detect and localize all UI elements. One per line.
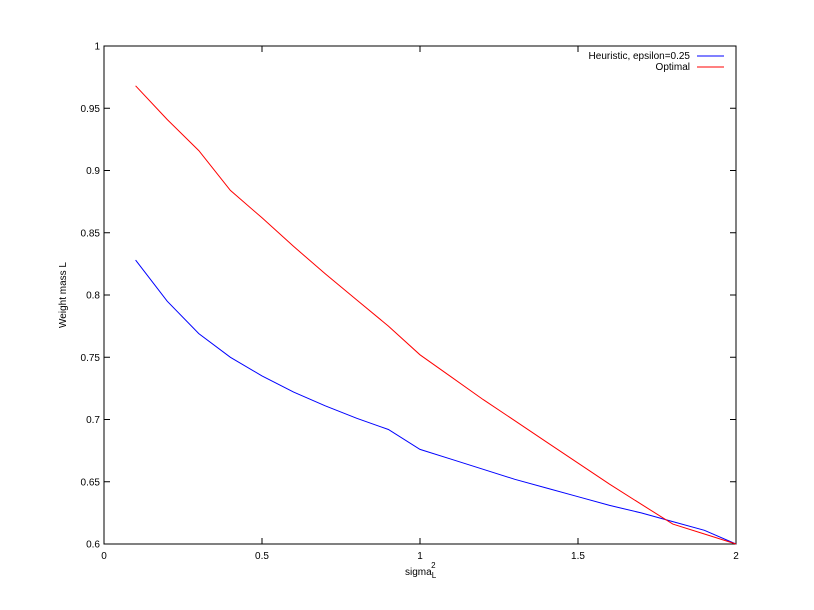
y-tick-label: 0.75 bbox=[81, 353, 101, 364]
y-tick-label: 0.8 bbox=[86, 291, 100, 302]
x-axis: 0 0.5 1 1.5 2 bbox=[101, 46, 739, 562]
x-tick-label: 0 bbox=[101, 551, 107, 562]
y-axis: 0.6 0.65 0.7 0.75 0.8 0.85 0.9 0.95 1 bbox=[81, 42, 736, 551]
x-axis-label-main: sigma bbox=[405, 567, 432, 578]
series-layer bbox=[135, 85, 737, 545]
plot-frame bbox=[103, 45, 737, 545]
x-tick-label: 2 bbox=[733, 551, 739, 562]
legend-label-0: Heuristic, epsilon=0.25 bbox=[589, 51, 691, 62]
x-tick-label: 1.5 bbox=[571, 551, 585, 562]
y-tick-label: 0.85 bbox=[81, 228, 101, 239]
y-tick-label: 1 bbox=[94, 42, 100, 53]
series-line-0 bbox=[135, 259, 737, 545]
y-tick-label: 0.9 bbox=[86, 166, 100, 177]
y-tick-label: 0.7 bbox=[86, 415, 100, 426]
series-line-1 bbox=[135, 85, 737, 545]
legend: Heuristic, epsilon=0.25 Optimal bbox=[589, 51, 724, 73]
y-tick-label: 0.6 bbox=[86, 540, 100, 551]
x-axis-label-sub: L bbox=[432, 571, 437, 580]
y-tick-label: 0.95 bbox=[81, 104, 101, 115]
x-axis-label: sigmaL2 bbox=[405, 561, 437, 580]
x-tick-label: 1 bbox=[417, 551, 423, 562]
y-tick-label: 0.65 bbox=[81, 477, 101, 488]
x-axis-label-sup: 2 bbox=[431, 561, 436, 570]
x-tick-label: 0.5 bbox=[255, 551, 269, 562]
y-axis-label: Weight mass L bbox=[58, 262, 69, 328]
legend-label-1: Optimal bbox=[656, 62, 690, 73]
